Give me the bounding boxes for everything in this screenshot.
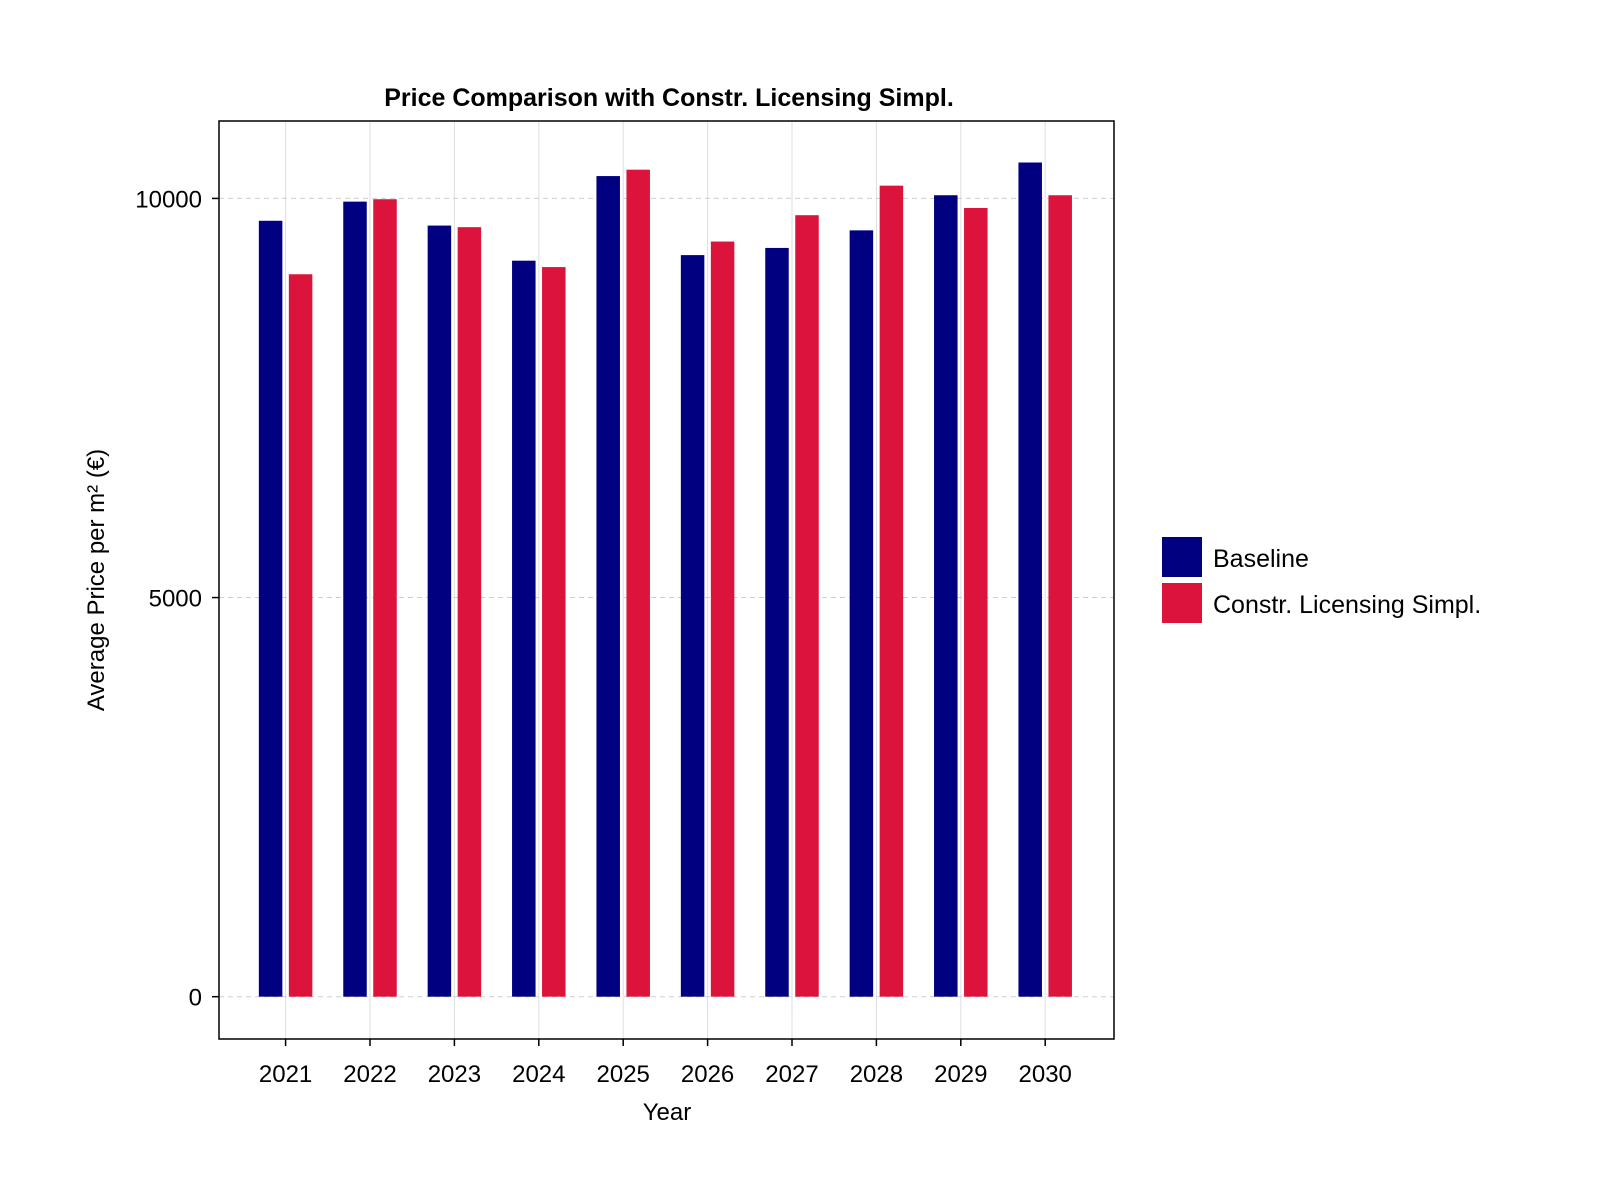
bar-constr-licensing-simpl-2027	[795, 215, 819, 997]
bar-baseline-2023	[427, 225, 452, 997]
legend-swatch	[1162, 537, 1202, 577]
bar-constr-licensing-simpl-2022	[373, 199, 397, 997]
bar-baseline-2021	[258, 220, 283, 997]
bar-baseline-2024	[512, 260, 536, 997]
x-tick-label: 2021	[259, 1061, 312, 1088]
bar-baseline-2025	[596, 176, 620, 997]
y-tick-label: 0	[189, 985, 202, 1012]
chart-title: Price Comparison with Constr. Licensing …	[384, 84, 954, 112]
bar-constr-licensing-simpl-2029	[964, 208, 988, 997]
legend-label: Constr. Licensing Simpl.	[1213, 591, 1481, 619]
legend-swatch	[1162, 583, 1202, 623]
bar-baseline-2026	[680, 255, 705, 997]
bars-layer	[258, 162, 1072, 997]
x-tick-label: 2022	[343, 1061, 396, 1088]
x-tick-label: 2024	[512, 1061, 565, 1088]
bar-constr-licensing-simpl-2030	[1048, 195, 1072, 997]
bar-baseline-2022	[343, 201, 367, 997]
y-axis-label: Average Price per m² (€)	[83, 449, 110, 711]
legend: Baseline Constr. Licensing Simpl.	[1162, 537, 1481, 623]
x-tick-label: 2026	[681, 1061, 734, 1088]
grid-layer	[219, 121, 1114, 1039]
x-tick-label: 2025	[597, 1061, 650, 1088]
x-tick-label: 2028	[850, 1061, 903, 1088]
x-tick-label: 2027	[765, 1061, 818, 1088]
bar-constr-licensing-simpl-2028	[879, 185, 904, 997]
legend-label: Baseline	[1213, 545, 1309, 573]
y-tick-label: 10000	[135, 186, 202, 213]
x-tick-label: 2023	[428, 1061, 481, 1088]
bar-baseline-2029	[934, 195, 958, 997]
bar-constr-licensing-simpl-2025	[626, 169, 650, 997]
ticks-layer: 2021 2022 2023 2024 2025 2026 2027 2028 2029 2030…	[135, 186, 1072, 1088]
bar-constr-licensing-simpl-2026	[710, 241, 735, 997]
x-tick-label: 2029	[934, 1061, 987, 1088]
bar-baseline-2027	[765, 247, 789, 997]
bar-constr-licensing-simpl-2024	[542, 267, 566, 997]
bar-constr-licensing-simpl-2023	[457, 227, 482, 997]
bar-constr-licensing-simpl-2021	[288, 274, 313, 997]
plot-frame	[218, 120, 1115, 1040]
bar-baseline-2030	[1018, 162, 1042, 997]
x-tick-label: 2030	[1019, 1061, 1072, 1088]
x-axis-label: Year	[643, 1099, 692, 1126]
bar-baseline-2028	[849, 230, 874, 997]
y-tick-label: 5000	[149, 586, 202, 613]
